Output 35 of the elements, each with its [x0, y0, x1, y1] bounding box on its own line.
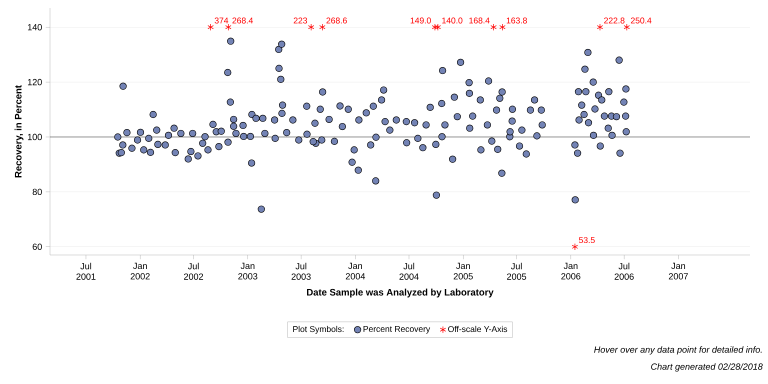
x-tick-label: Jan 2003: [238, 262, 258, 280]
x-tick-label: Jul 2006: [614, 262, 634, 280]
text: Chart generated 02/28/2018: [651, 363, 763, 372]
x-tick-label: Jan 2005: [454, 262, 473, 280]
annotation: 53.5: [578, 237, 595, 244]
annotation: 149.0: [410, 18, 431, 24]
annotation: 168.4: [469, 18, 490, 24]
annotation: 223: [294, 18, 308, 24]
y-tick-label: 60: [32, 244, 42, 250]
legend-label: Off-scale Y-Axis: [448, 326, 508, 332]
x-tick-label: Jul 2003: [292, 262, 311, 280]
annotation: 250.4: [630, 18, 652, 24]
x-tick-label: Jul 2001: [76, 262, 96, 280]
annotation: 140.0: [442, 18, 462, 24]
y-axis-title: Recovery, in Percent: [14, 85, 24, 178]
x-tick-label: Jan 2006: [561, 262, 580, 280]
text: Hover over any data point for detailed info.: [594, 346, 762, 355]
x-tick-label: Jan 2004: [346, 262, 366, 280]
x-tick-label: Jan 2002: [130, 262, 150, 280]
legend-label: Percent Recovery: [364, 326, 430, 334]
x-tick-label: Jul 2002: [184, 262, 204, 280]
y-tick-label: 120: [28, 78, 42, 86]
x-tick-label: Jul 2004: [399, 262, 419, 280]
y-tick-label: 100: [28, 134, 42, 140]
annotation: 268.4: [232, 18, 253, 24]
y-tick-label: 80: [32, 188, 42, 196]
legend-title: Plot Symbols:: [293, 326, 344, 334]
annotation: 268.6: [326, 18, 347, 24]
x-axis-title: Date Sample was Analyzed by Laboratory: [307, 288, 494, 298]
x-tick-label: Jul 2005: [507, 262, 526, 280]
x-tick-label: Jan 2007: [668, 262, 688, 280]
y-tick-label: 140: [28, 24, 42, 30]
annotation: 222.8: [604, 18, 625, 24]
annotation: 163.8: [506, 18, 527, 24]
annotation: 374: [214, 18, 228, 24]
